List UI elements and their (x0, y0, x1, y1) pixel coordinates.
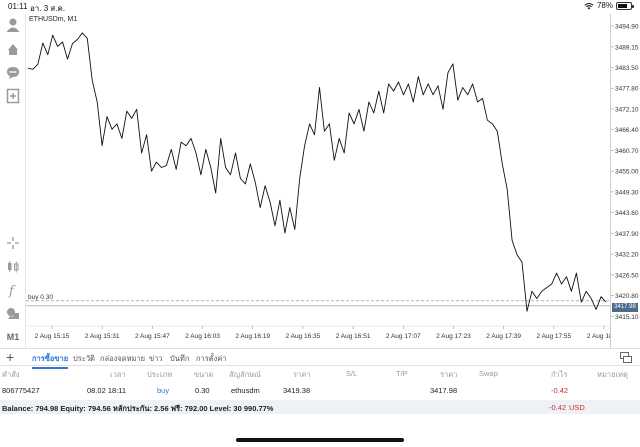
left-toolbar: f M1 (0, 14, 26, 348)
account-icon[interactable] (4, 16, 22, 34)
order-profit: -0.42 (551, 386, 569, 395)
header-size: ขนาด (194, 370, 214, 379)
terminal-tabs-bar: + การซื้อขาย ประวัติ กล่องจดหมาย ข่าว บั… (0, 348, 640, 369)
price-series-line (27, 32, 607, 312)
header-tp: T/P (396, 369, 408, 378)
y-tick-label: 3466.40 (615, 127, 639, 134)
current-price-tag: 3417.98 (612, 303, 638, 312)
tab-mailbox[interactable]: กล่องจดหมาย (100, 354, 146, 363)
wifi-icon (584, 2, 594, 9)
status-time: 01:11 (8, 2, 28, 11)
header-swap: Swap (479, 369, 498, 378)
x-tick-label: 2 Aug 18:11 (587, 333, 610, 340)
window-icon[interactable] (620, 352, 632, 363)
timeframe-label: M1 (6, 332, 20, 342)
x-tick-label: 2 Aug 15:31 (85, 333, 120, 340)
x-tick-label: 2 Aug 16:51 (336, 333, 371, 340)
crosshair-icon[interactable] (4, 234, 22, 252)
header-comment: หมายเหตุ (597, 370, 628, 379)
header-profit: กำไร (551, 370, 568, 379)
balance-text: Balance: 794.98 Equity: 794.56 หลักประกั… (2, 404, 274, 413)
timeframe-button[interactable]: M1 (4, 328, 22, 346)
x-tick-label: 2 Aug 15:15 (35, 333, 70, 340)
y-tick-label: 3472.10 (615, 106, 639, 113)
tab-settings[interactable]: การตั้งค่า (196, 354, 227, 363)
status-date: อา. 3 ส.ค. (30, 4, 66, 13)
x-tick-label: 2 Aug 15:47 (135, 333, 170, 340)
y-tick-label: 3460.70 (615, 148, 639, 155)
status-bar: 01:11 อา. 3 ส.ค. 78% (0, 0, 640, 14)
trade-icon[interactable] (4, 40, 22, 58)
home-indicator (236, 438, 404, 442)
chart-type-icon[interactable] (4, 258, 22, 276)
buy-line-label: buy 0.30 (28, 294, 53, 301)
add-order-button[interactable]: + (6, 349, 15, 365)
tab-news[interactable]: ข่าว (149, 354, 163, 363)
header-type: ประเภท (147, 370, 173, 379)
trade-table-header: คำสั่ง เวลา ประเภท ขนาด สัญลักษณ์ ราคา S… (0, 369, 640, 382)
order-time: 08.02 18:11 (87, 386, 127, 395)
y-tick-label: 3432.20 (615, 252, 639, 259)
order-number: 806775427 (2, 386, 40, 395)
y-tick-label: 3455.00 (615, 169, 639, 176)
header-open-price: ราคา (293, 370, 311, 379)
header-time: เวลา (110, 370, 126, 379)
y-tick-label: 3477.80 (615, 86, 639, 93)
x-tick-label: 2 Aug 17:23 (436, 333, 471, 340)
y-tick-label: 3426.50 (615, 272, 639, 279)
battery-icon (616, 1, 634, 10)
header-order: คำสั่ง (2, 370, 20, 379)
objects-icon[interactable] (4, 304, 22, 322)
new-chart-icon[interactable] (4, 87, 22, 105)
order-type: buy (157, 386, 170, 395)
order-symbol: ethusdm (231, 386, 260, 395)
table-row[interactable]: 806775427 08.02 18:11 buy 0.30 ethusdm 3… (0, 386, 640, 398)
header-symbol: สัญลักษณ์ (229, 370, 262, 379)
tab-journal[interactable]: บันทึก (170, 354, 190, 363)
y-tick-label: 3489.15 (615, 44, 639, 51)
x-tick-label: 2 Aug 16:35 (286, 333, 321, 340)
x-tick-label: 2 Aug 17:39 (486, 333, 521, 340)
x-tick-label: 2 Aug 17:07 (386, 333, 421, 340)
order-current-price: 3417.98 (430, 386, 458, 395)
y-tick-label: 3415.10 (615, 314, 639, 321)
x-tick-label: 2 Aug 16:03 (185, 333, 220, 340)
y-tick-label: 3494.90 (615, 24, 639, 31)
svg-text:f: f (8, 284, 16, 298)
account-currency: USD (569, 403, 585, 412)
tab-trade[interactable]: การซื้อขาย (32, 354, 69, 369)
y-tick-label: 3443.60 (615, 210, 639, 217)
chart-canvas[interactable]: 2 Aug 15:15 2 Aug 15:31 2 Aug 15:47 2 Aug 1… (26, 14, 610, 348)
chat-icon[interactable] (4, 64, 22, 82)
indicator-icon[interactable]: f (4, 281, 22, 299)
total-profit: -0.42 (549, 403, 567, 412)
y-tick-label: 3437.90 (615, 231, 639, 238)
tab-history[interactable]: ประวัติ (73, 354, 95, 363)
x-tick-label: 2 Aug 17:55 (536, 333, 571, 340)
x-tick-label: 2 Aug 16:19 (235, 333, 270, 340)
price-chart[interactable]: 2 Aug 15:15 2 Aug 15:31 2 Aug 15:47 2 Aug 1… (26, 14, 610, 348)
header-sl: S/L (346, 369, 358, 378)
chart-symbol: ETHUSDm, M1 (29, 16, 78, 23)
y-tick-label: 3420.80 (615, 293, 639, 300)
order-open-price: 3419.38 (283, 386, 311, 395)
header-current-price: ราคา (440, 370, 458, 379)
y-tick-label: 3449.30 (615, 189, 639, 196)
balance-summary: Balance: 794.98 Equity: 794.56 หลักประกั… (0, 400, 640, 414)
battery-percent: 78% (596, 1, 613, 10)
order-size: 0.30 (195, 386, 210, 395)
price-axis: 3494.90 3489.15 3483.50 3477.80 3472.10 3466.… (610, 14, 639, 348)
y-tick-label: 3483.50 (615, 65, 639, 72)
